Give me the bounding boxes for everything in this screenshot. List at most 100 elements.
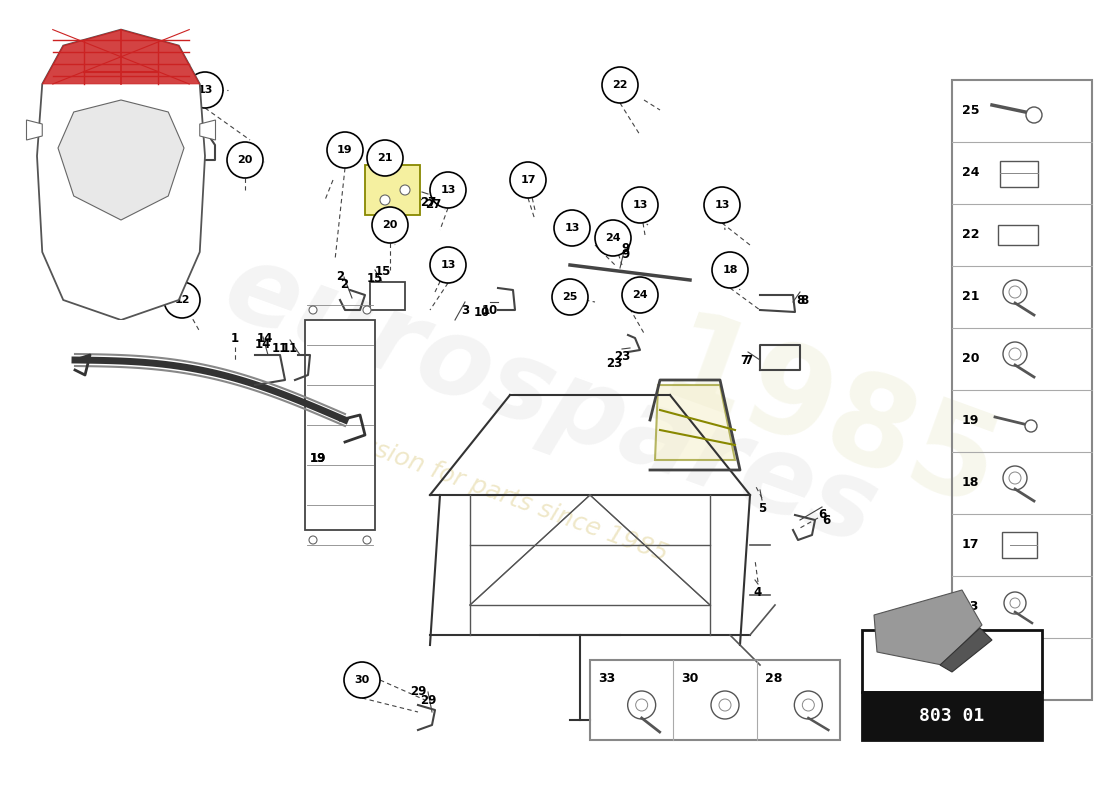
Circle shape (554, 210, 590, 246)
Circle shape (621, 277, 658, 313)
Circle shape (628, 691, 656, 719)
Text: 23: 23 (614, 350, 630, 363)
Text: 17: 17 (962, 538, 979, 551)
Circle shape (712, 252, 748, 288)
Text: 25: 25 (562, 292, 578, 302)
Circle shape (1010, 598, 1020, 608)
Circle shape (430, 247, 466, 283)
Text: 12: 12 (962, 662, 979, 675)
Circle shape (309, 306, 317, 314)
Text: 13: 13 (440, 185, 455, 195)
Circle shape (510, 162, 546, 198)
Text: 13: 13 (714, 200, 729, 210)
Text: 13: 13 (564, 223, 580, 233)
Circle shape (367, 140, 403, 176)
FancyBboxPatch shape (1000, 161, 1038, 187)
Circle shape (400, 185, 410, 195)
Circle shape (621, 187, 658, 223)
Text: 25: 25 (962, 105, 979, 118)
Text: 13: 13 (440, 260, 455, 270)
Text: 15: 15 (375, 265, 392, 278)
Text: 18: 18 (962, 477, 979, 490)
Text: 22: 22 (613, 80, 628, 90)
Circle shape (344, 662, 380, 698)
Circle shape (552, 279, 589, 315)
Text: 19: 19 (338, 145, 353, 155)
Text: 30: 30 (354, 675, 370, 685)
Circle shape (1026, 107, 1042, 123)
Circle shape (794, 691, 823, 719)
Circle shape (595, 220, 631, 256)
Circle shape (636, 699, 648, 711)
Polygon shape (26, 120, 42, 140)
Text: 10: 10 (482, 303, 498, 317)
Text: 26: 26 (84, 94, 100, 106)
Text: 11: 11 (272, 342, 288, 354)
Text: 803 01: 803 01 (920, 707, 984, 725)
Text: 21: 21 (377, 153, 393, 163)
Text: 14: 14 (256, 332, 273, 345)
Circle shape (719, 699, 732, 711)
Text: 19: 19 (962, 414, 979, 427)
Text: 30: 30 (681, 671, 698, 685)
Circle shape (711, 691, 739, 719)
Polygon shape (200, 120, 216, 140)
FancyBboxPatch shape (1002, 532, 1037, 558)
Text: 10: 10 (474, 306, 490, 318)
Text: 13: 13 (632, 200, 648, 210)
Text: 20: 20 (238, 155, 253, 165)
Circle shape (112, 162, 148, 198)
Circle shape (1003, 466, 1027, 490)
Text: 8: 8 (796, 294, 804, 306)
Circle shape (1010, 660, 1020, 670)
Text: 9: 9 (620, 242, 629, 255)
Text: 13: 13 (197, 85, 212, 95)
Text: 26: 26 (94, 90, 110, 103)
Text: 22: 22 (962, 229, 979, 242)
Text: 16: 16 (187, 126, 204, 138)
Circle shape (227, 142, 263, 178)
Polygon shape (874, 590, 982, 665)
Text: 12: 12 (174, 295, 189, 305)
FancyBboxPatch shape (998, 225, 1038, 245)
Text: 20: 20 (383, 220, 398, 230)
Polygon shape (654, 385, 735, 460)
Circle shape (1004, 592, 1026, 614)
Circle shape (327, 132, 363, 168)
Text: 13: 13 (962, 601, 979, 614)
Circle shape (1025, 420, 1037, 432)
Text: 19: 19 (310, 451, 327, 465)
Text: 33: 33 (598, 671, 615, 685)
Text: 2: 2 (340, 278, 348, 291)
Text: 18: 18 (723, 265, 738, 275)
Text: 3: 3 (461, 303, 469, 317)
Circle shape (1009, 472, 1021, 484)
Polygon shape (42, 30, 200, 84)
Circle shape (430, 172, 466, 208)
Text: 32: 32 (54, 155, 70, 168)
Circle shape (1003, 342, 1027, 366)
Text: 24: 24 (962, 166, 979, 179)
Text: 28: 28 (764, 671, 782, 685)
Text: 29: 29 (420, 694, 437, 706)
Circle shape (164, 282, 200, 318)
Text: 6: 6 (822, 514, 830, 526)
Text: 20: 20 (962, 353, 979, 366)
Text: 4: 4 (754, 586, 762, 598)
Text: 21: 21 (962, 290, 979, 303)
Text: 27: 27 (425, 198, 441, 211)
FancyBboxPatch shape (365, 165, 420, 215)
Text: 5: 5 (758, 502, 766, 514)
Polygon shape (58, 100, 184, 220)
FancyBboxPatch shape (862, 692, 1042, 740)
Circle shape (372, 207, 408, 243)
Text: 17: 17 (520, 175, 536, 185)
Polygon shape (940, 628, 992, 672)
Text: 9: 9 (620, 249, 629, 262)
Text: 24: 24 (632, 290, 648, 300)
Circle shape (62, 207, 98, 243)
Polygon shape (37, 30, 205, 320)
FancyBboxPatch shape (862, 630, 1042, 692)
Text: 21: 21 (122, 175, 138, 185)
Text: 7: 7 (744, 354, 752, 366)
